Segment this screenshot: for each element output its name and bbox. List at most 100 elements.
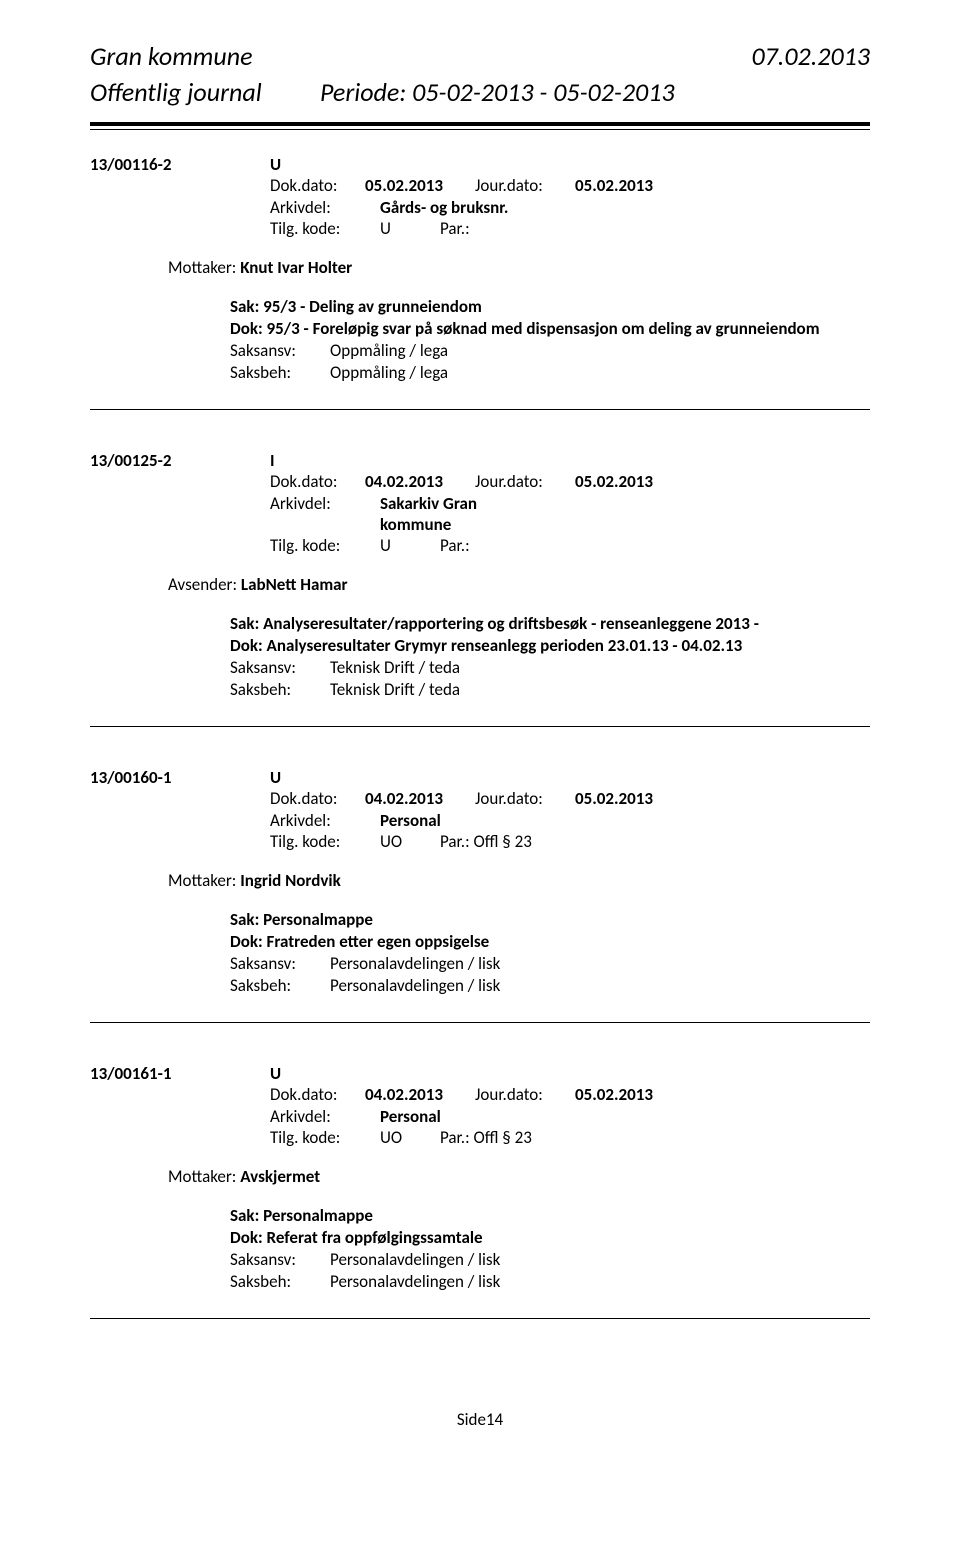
entry-type: U — [270, 767, 310, 788]
entry-separator — [90, 726, 870, 727]
saksbeh-value: Personalavdelingen / lisk — [330, 975, 500, 996]
entry-separator — [90, 1318, 870, 1319]
arkivdel-label: Arkivdel: — [270, 197, 380, 218]
header-period: Periode: 05-02-2013 - 05-02-2013 — [320, 76, 675, 108]
jourdato-label: Jour.dato: — [475, 788, 575, 809]
header-journal: Offentlig journal — [90, 76, 320, 108]
sak-line: Sak: Personalmappe — [230, 1205, 870, 1226]
saksansv-row: Saksansv: Personalavdelingen / lisk — [230, 1249, 870, 1270]
entry-id-row: 13/00160-1 U — [90, 767, 870, 788]
header-rule-thin — [90, 129, 870, 130]
saksbeh-value: Personalavdelingen / lisk — [330, 1271, 500, 1292]
arkivdel-row: Arkivdel: Gårds- og bruksnr. — [270, 197, 870, 218]
saksbeh-row: Saksbeh: Personalavdelingen / lisk — [230, 1271, 870, 1292]
dokdato-value: 04.02.2013 — [365, 788, 475, 809]
saksansv-label: Saksansv: — [230, 340, 330, 361]
arkivdel-label: Arkivdel: — [270, 493, 380, 535]
saksansv-value: Personalavdelingen / lisk — [330, 953, 500, 974]
saksansv-value: Oppmåling / lega — [330, 340, 448, 361]
par-value: Par.: Offl § 23 — [440, 1127, 532, 1148]
entry-type: U — [270, 1063, 310, 1084]
saksansv-value: Personalavdelingen / lisk — [330, 1249, 500, 1270]
dok-line: Dok: 95/3 - Foreløpig svar på søknad med… — [230, 318, 870, 339]
jourdato-label: Jour.dato: — [475, 471, 575, 492]
case-number: 13/00125-2 — [90, 450, 270, 471]
dokdato-row: Dok.dato: 05.02.2013 Jour.dato: 05.02.20… — [270, 175, 870, 196]
saksbeh-label: Saksbeh: — [230, 362, 330, 383]
party-row: Mottaker: Avskjermet — [168, 1166, 870, 1187]
tilgkode-value: U — [380, 535, 440, 556]
saksbeh-value: Oppmåling / lega — [330, 362, 448, 383]
sak-block: Sak: Analyseresultater/rapportering og d… — [230, 613, 870, 700]
dok-line: Dok: Analyseresultater Grymyr renseanleg… — [230, 635, 870, 656]
dokdato-label: Dok.dato: — [270, 471, 365, 492]
dok-line: Dok: Fratreden etter egen oppsigelse — [230, 931, 870, 952]
arkivdel-label: Arkivdel: — [270, 810, 380, 831]
entry-id-row: 13/00161-1 U — [90, 1063, 870, 1084]
arkivdel-row: Arkivdel: Personal — [270, 1106, 870, 1127]
saksbeh-label: Saksbeh: — [230, 679, 330, 700]
saksbeh-row: Saksbeh: Personalavdelingen / lisk — [230, 975, 870, 996]
party-label: Avsender: — [168, 574, 241, 595]
tilgkode-label: Tilg. kode: — [270, 831, 380, 852]
tilgkode-row: Tilg. kode: UO Par.: Offl § 23 — [270, 831, 870, 852]
tilgkode-value: U — [380, 218, 440, 239]
tilgkode-row: Tilg. kode: UO Par.: Offl § 23 — [270, 1127, 870, 1148]
saksbeh-label: Saksbeh: — [230, 1271, 330, 1292]
journal-entry: 13/00161-1 U Dok.dato: 04.02.2013 Jour.d… — [90, 1063, 870, 1319]
tilgkode-row: Tilg. kode: U Par.: — [270, 535, 870, 556]
tilgkode-value: UO — [380, 831, 440, 852]
saksansv-row: Saksansv: Teknisk Drift / teda — [230, 657, 870, 678]
party-name: LabNett Hamar — [241, 574, 348, 595]
journal-entry: 13/00116-2 U Dok.dato: 05.02.2013 Jour.d… — [90, 154, 870, 410]
header-row: Gran kommune 07.02.2013 — [90, 40, 870, 72]
arkivdel-value: Gårds- og bruksnr. — [380, 197, 508, 218]
saksbeh-row: Saksbeh: Teknisk Drift / teda — [230, 679, 870, 700]
sak-block: Sak: Personalmappe Dok: Referat fra oppf… — [230, 1205, 870, 1292]
case-number: 13/00116-2 — [90, 154, 270, 175]
saksbeh-value: Teknisk Drift / teda — [330, 679, 460, 700]
arkivdel-label: Arkivdel: — [270, 1106, 380, 1127]
dokdato-row: Dok.dato: 04.02.2013 Jour.dato: 05.02.20… — [270, 1084, 870, 1105]
jourdato-value: 05.02.2013 — [575, 788, 653, 809]
arkivdel-row: Arkivdel: Sakarkiv Gran kommune — [270, 493, 870, 535]
sak-line: Sak: Analyseresultater/rapportering og d… — [230, 613, 870, 634]
tilgkode-value: UO — [380, 1127, 440, 1148]
header-org: Gran kommune — [90, 40, 253, 72]
jourdato-label: Jour.dato: — [475, 175, 575, 196]
entry-type: I — [270, 450, 310, 471]
page-footer: Side14 — [90, 1409, 870, 1430]
party-label: Mottaker: — [168, 257, 240, 278]
case-number: 13/00160-1 — [90, 767, 270, 788]
dokdato-label: Dok.dato: — [270, 788, 365, 809]
jourdato-value: 05.02.2013 — [575, 471, 653, 492]
saksansv-label: Saksansv: — [230, 1249, 330, 1270]
saksansv-row: Saksansv: Oppmåling / lega — [230, 340, 870, 361]
arkivdel-value: Personal — [380, 1106, 441, 1127]
par-value: Par.: — [440, 535, 470, 556]
entry-separator — [90, 409, 870, 410]
entry-id-row: 13/00125-2 I — [90, 450, 870, 471]
dokdato-value: 05.02.2013 — [365, 175, 475, 196]
tilgkode-row: Tilg. kode: U Par.: — [270, 218, 870, 239]
header-rule-thick — [90, 122, 870, 126]
sak-line: Sak: 95/3 - Deling av grunneiendom — [230, 296, 870, 317]
party-row: Mottaker: Ingrid Nordvik — [168, 870, 870, 891]
saksansv-label: Saksansv: — [230, 953, 330, 974]
party-label: Mottaker: — [168, 870, 240, 891]
dokdato-value: 04.02.2013 — [365, 1084, 475, 1105]
dokdato-value: 04.02.2013 — [365, 471, 475, 492]
sak-line: Sak: Personalmappe — [230, 909, 870, 930]
dokdato-label: Dok.dato: — [270, 175, 365, 196]
arkivdel-value: Personal — [380, 810, 441, 831]
dok-line: Dok: Referat fra oppfølgingssamtale — [230, 1227, 870, 1248]
journal-entry: 13/00125-2 I Dok.dato: 04.02.2013 Jour.d… — [90, 450, 870, 727]
sak-block: Sak: 95/3 - Deling av grunneiendom Dok: … — [230, 296, 870, 383]
arkivdel-value: Sakarkiv Gran kommune — [380, 493, 530, 535]
saksansv-value: Teknisk Drift / teda — [330, 657, 460, 678]
party-name: Knut Ivar Holter — [240, 257, 352, 278]
par-value: Par.: — [440, 218, 470, 239]
saksansv-row: Saksansv: Personalavdelingen / lisk — [230, 953, 870, 974]
party-name: Ingrid Nordvik — [240, 870, 341, 891]
party-row: Avsender: LabNett Hamar — [168, 574, 870, 595]
